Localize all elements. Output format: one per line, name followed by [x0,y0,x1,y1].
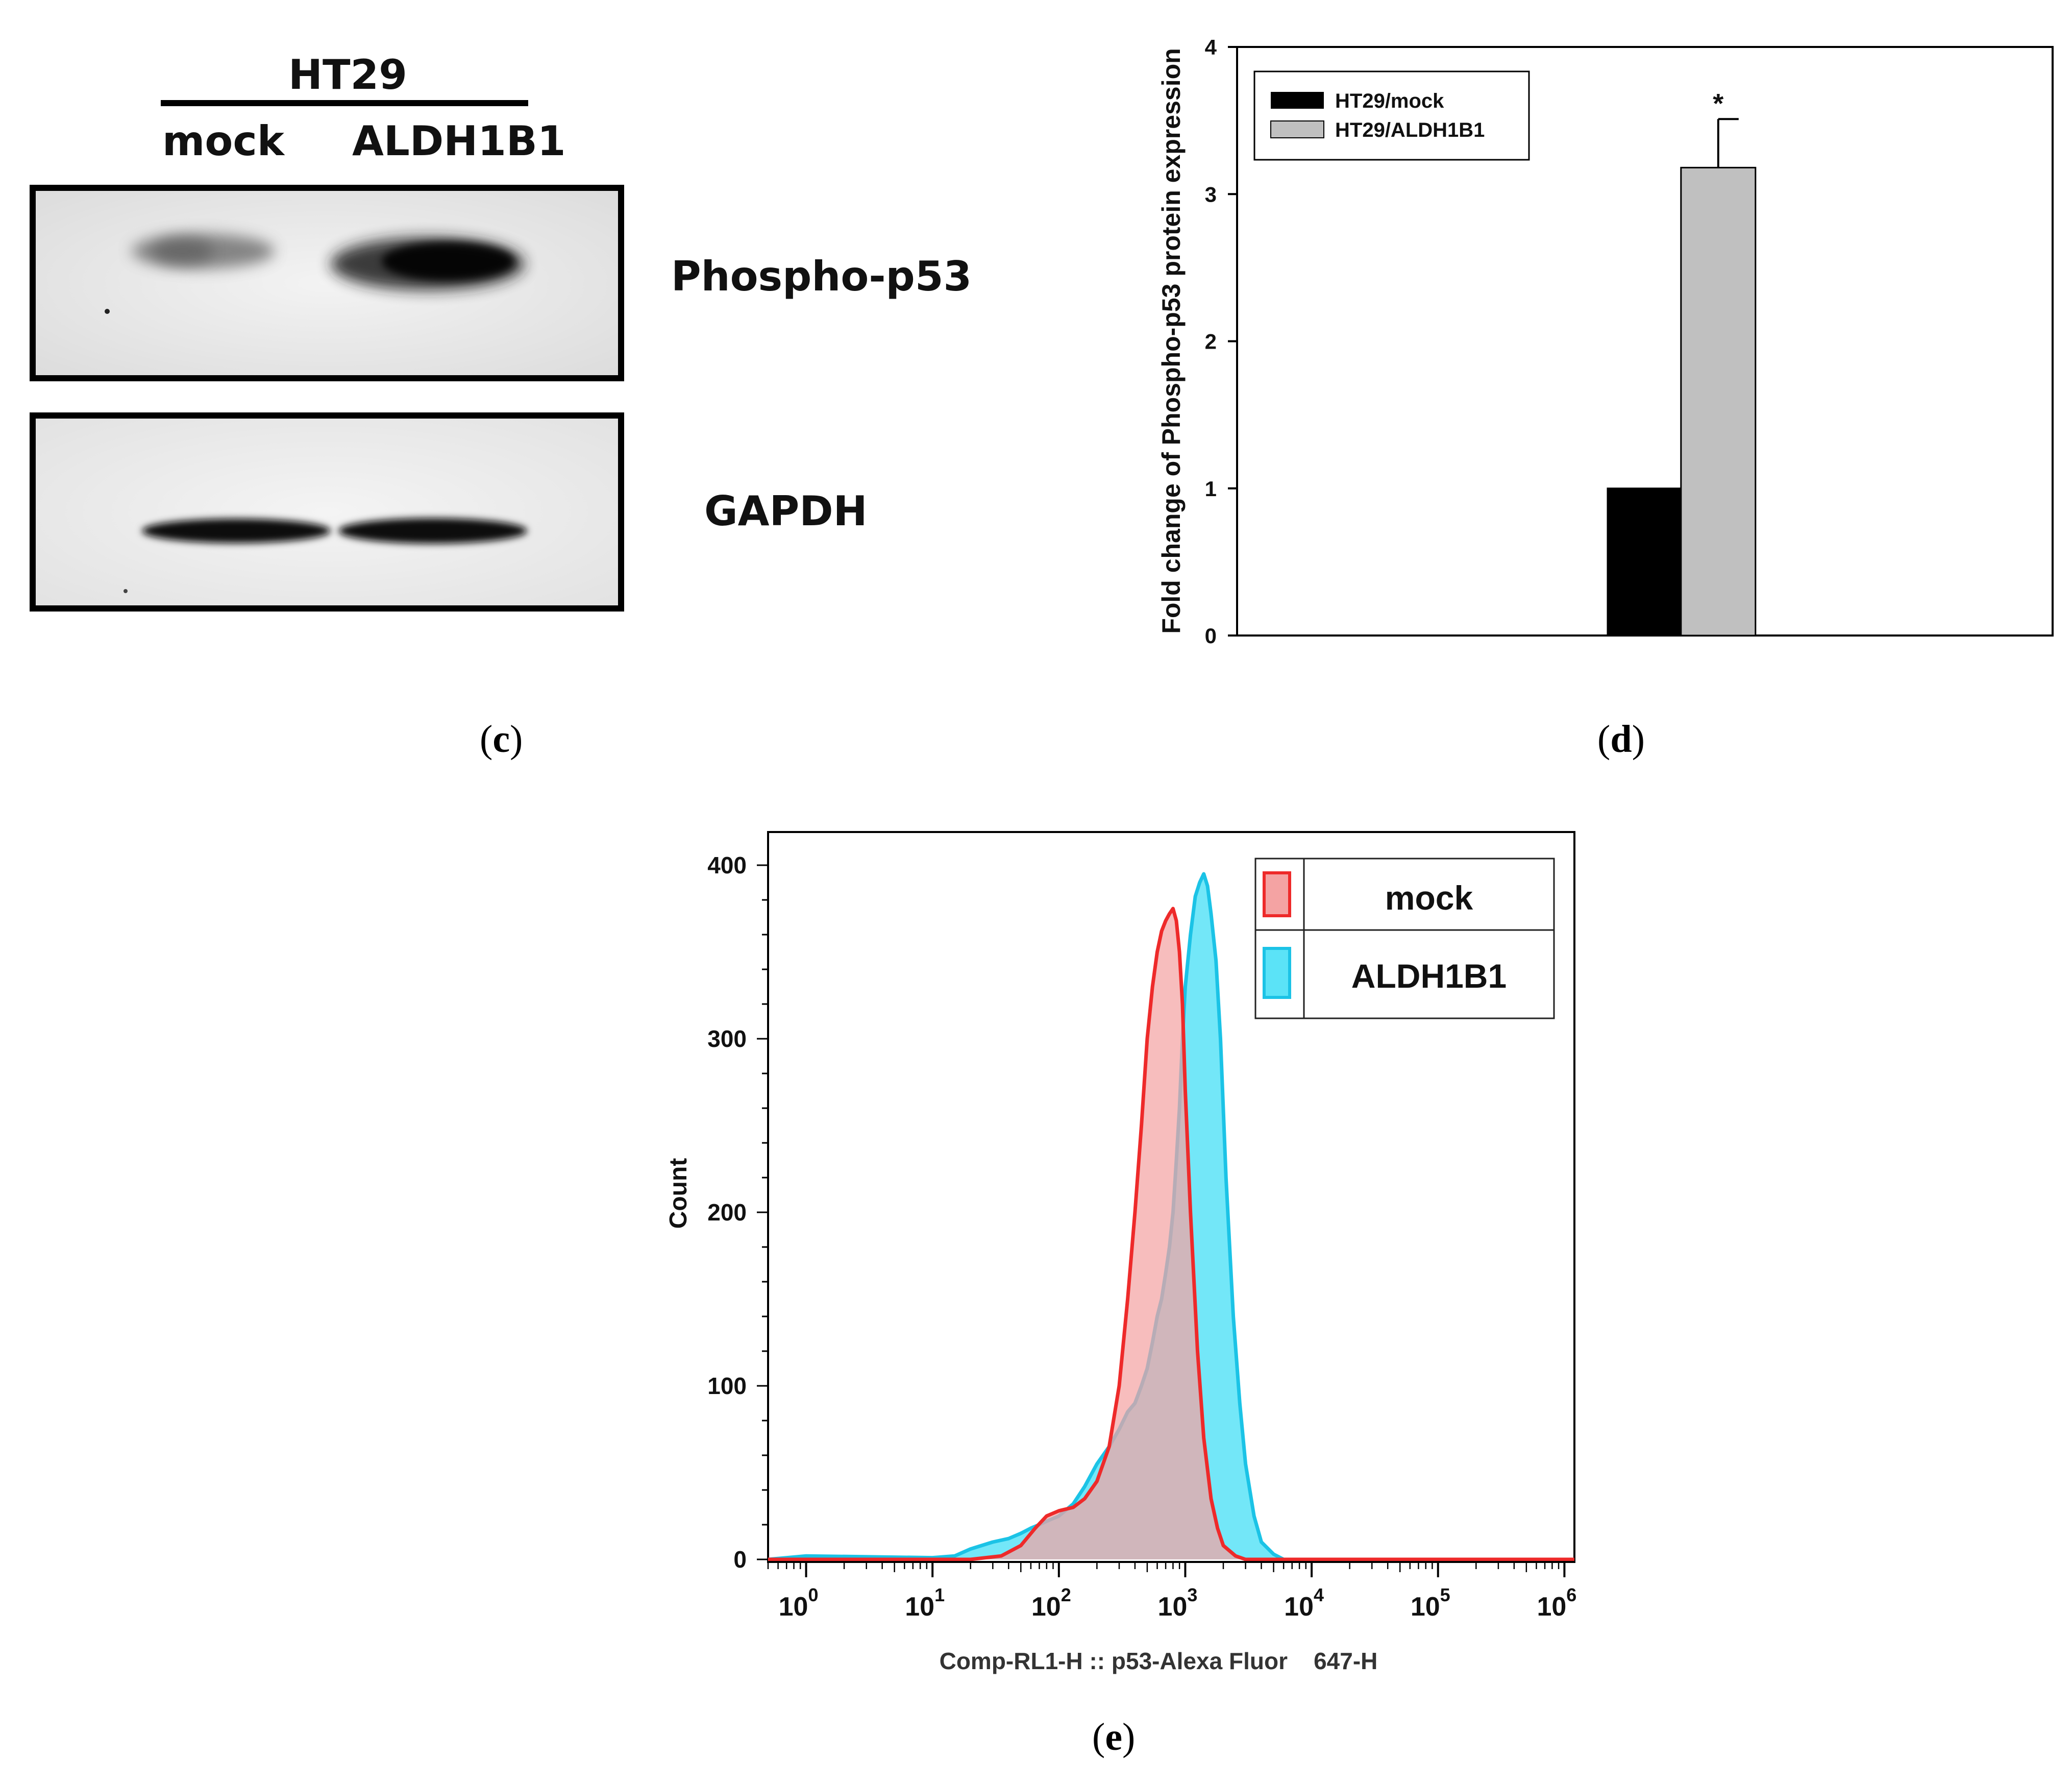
legend-label-mock: HT29/mock [1335,90,1444,112]
bar-ytick-label: 4 [1205,35,1217,59]
hist-xtick-label: 105 [1411,1584,1450,1622]
hist-ytick-label: 0 [733,1546,747,1573]
histogram-legend: mock ALDH1B1 [1254,858,1555,1019]
hist-xtick-label: 102 [1031,1584,1071,1622]
hist-ytick-label: 200 [707,1199,747,1226]
legend-swatch-aldh1b1-hist [1263,947,1291,999]
hist-xtick-label: 100 [779,1584,819,1622]
bar-chart-legend: HT29/mock HT29/ALDH1B1 [1253,70,1530,161]
bar-aldh1b1 [1680,166,1757,637]
lane-label-mock: mock [162,117,284,165]
bar-mock [1607,487,1683,637]
legend-swatch-mock-hist [1263,871,1291,917]
legend-label-aldh1b1: HT29/ALDH1B1 [1335,119,1485,141]
band-gapdh-aldh1b1 [338,518,527,544]
band-label-gapdh: GAPDH [704,487,868,535]
panel-label-c: (c) [480,718,523,761]
bar-ytick-label: 3 [1205,182,1217,206]
bar-ytick-label: 2 [1205,330,1217,354]
bar-chart-ylabel: Fold change of Phospho-p53 protein expre… [1157,48,1186,633]
legend-label-mock-hist: mock [1385,879,1473,917]
panel-label-d: (d) [1597,718,1645,761]
panel-label-e: (e) [1092,1716,1136,1758]
histogram-xlabel: Comp-RL1-H :: p53-Alexa Fluor 647-H [940,1648,1378,1674]
bar-ytick-label: 1 [1205,477,1217,501]
hist-xtick-label: 101 [905,1584,945,1622]
histogram-chart: 0 100 200 300 400 100 101 102 103 104 105 106 Coun… [665,831,1576,1674]
lane-label-aldh1b1: ALDH1B1 [352,117,566,165]
blot-phospho-p53 [30,185,624,381]
hist-ytick-label: 300 [707,1025,747,1052]
bar-ytick-label: 0 [1205,624,1217,648]
cell-line-underline [161,100,528,106]
significance-marker: * [1713,88,1723,119]
hist-ytick-label: 400 [707,852,747,878]
hist-xtick-label: 104 [1284,1584,1324,1622]
histogram-line-mock [768,907,1574,1561]
hist-xtick-label: 103 [1158,1584,1198,1622]
cell-line-label: HT29 [288,51,407,99]
bar-chart: 0 1 2 3 4 * Fold change of Phospho-p53 prote… [1157,35,2054,648]
hist-xtick-label: 106 [1537,1584,1576,1622]
hist-ytick-label: 100 [707,1373,747,1399]
histogram-area-mock [768,909,1574,1559]
band-label-phospho-p53: Phospho-p53 [671,253,972,300]
legend-swatch-mock [1271,92,1324,109]
blot-gapdh [30,412,624,612]
legend-label-aldh1b1-hist: ALDH1B1 [1351,957,1507,995]
histogram-ylabel: Count [665,1158,692,1229]
legend-swatch-aldh1b1 [1270,120,1324,138]
band-gapdh-mock [142,519,331,543]
